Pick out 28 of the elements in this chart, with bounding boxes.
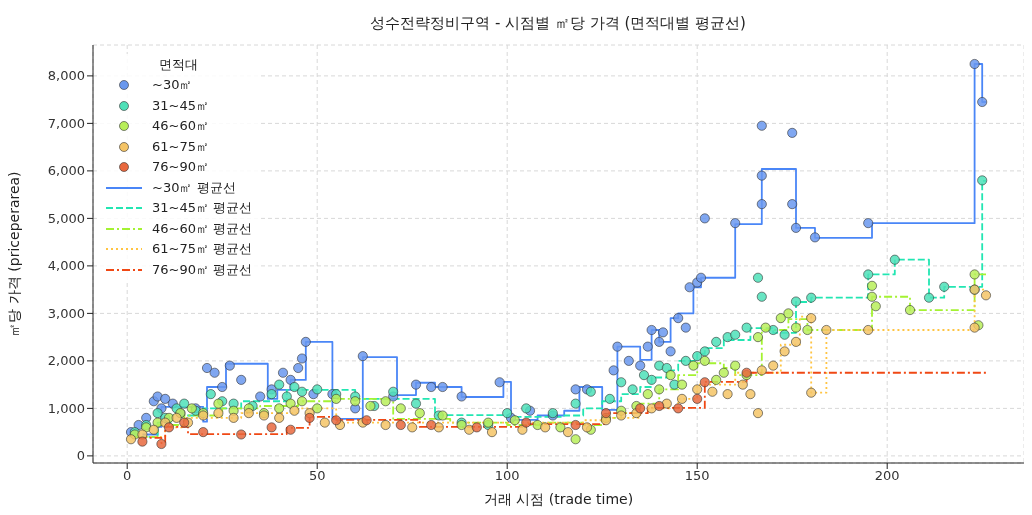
y-tick-label: 4,000 (47, 258, 85, 274)
x-tick-label: 50 (308, 468, 326, 484)
y-tick-label: 3,000 (47, 305, 85, 321)
x-tick-label: 150 (684, 468, 710, 484)
x-axis-title: 거래 시점 (trade time) (483, 491, 634, 507)
x-tick-label: 0 (123, 468, 132, 484)
legend-label: 76~90㎡ (152, 158, 209, 177)
y-tick-label: 1,000 (47, 400, 85, 416)
y-tick-label: 7,000 (47, 115, 85, 131)
chart-title: 성수전략정비구역 - 시점별 ㎡당 가격 (면적대별 평균선) (369, 14, 747, 33)
legend-label: ~30㎡ 평균선 (152, 178, 236, 197)
y-tick-label: 2,000 (47, 353, 85, 369)
legend-label: 61~75㎡ 평균선 (152, 240, 253, 259)
y-tick-label: 0 (76, 448, 85, 464)
legend-label: 31~45㎡ (152, 96, 209, 115)
legend-label: 46~60㎡ 평균선 (152, 219, 253, 238)
y-axis-title: ㎡당 가격 (priceperarea) (5, 171, 22, 337)
legend-label: ~30㎡ (152, 76, 193, 95)
x-tick-label: 200 (874, 468, 900, 484)
legend-label: 61~75㎡ (152, 137, 209, 156)
y-tick-label: 5,000 (47, 210, 85, 226)
legend-label: 46~60㎡ (152, 117, 209, 136)
legend-title: 면적대 (157, 56, 199, 74)
legend-label: 31~45㎡ 평균선 (152, 199, 253, 218)
y-tick-label: 8,000 (47, 68, 85, 84)
x-tick-label: 100 (494, 468, 520, 484)
y-tick-label: 6,000 (47, 163, 85, 179)
legend-label: 76~90㎡ 평균선 (152, 260, 253, 279)
